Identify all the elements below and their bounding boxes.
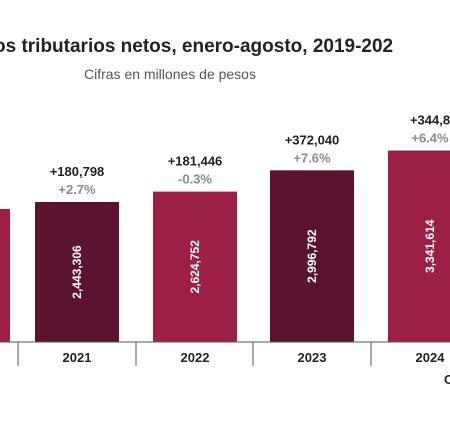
- x-tick-label: 2022: [181, 350, 210, 365]
- bar-value-label: 2,443,306: [70, 245, 84, 299]
- chart-subtitle: Cifras en millones de pesos: [84, 66, 256, 82]
- abs-change-label: +181,446: [168, 154, 223, 169]
- abs-change-label: +344,8: [410, 113, 450, 128]
- pct-change-label: +2.7%: [58, 182, 96, 197]
- abs-change-label: +180,798: [50, 164, 105, 179]
- pct-change-label: +6.4%: [411, 131, 449, 146]
- pct-change-label: -0.3%: [178, 172, 212, 187]
- x-tick-label: 2021: [63, 350, 92, 365]
- bar-2024: [388, 150, 450, 342]
- abs-change-label: +372,040: [285, 132, 340, 147]
- bar-value-label: 3,341,614: [423, 219, 437, 273]
- bar-2022: [153, 191, 237, 342]
- x-tick-label: 2024: [416, 350, 446, 365]
- bar-partial-left: [0, 209, 10, 342]
- bar-2021: [35, 202, 119, 342]
- bar-value-label: 2,996,792: [305, 229, 319, 283]
- bar-2023: [270, 170, 354, 342]
- pct-change-label: +7.6%: [293, 150, 331, 165]
- chart-title: os tributarios netos, enero-agosto, 2019…: [0, 36, 394, 57]
- bar-value-label: 2,624,752: [188, 240, 202, 294]
- x-tick-label: 2023: [298, 350, 327, 365]
- footer-fragment: C: [444, 372, 450, 387]
